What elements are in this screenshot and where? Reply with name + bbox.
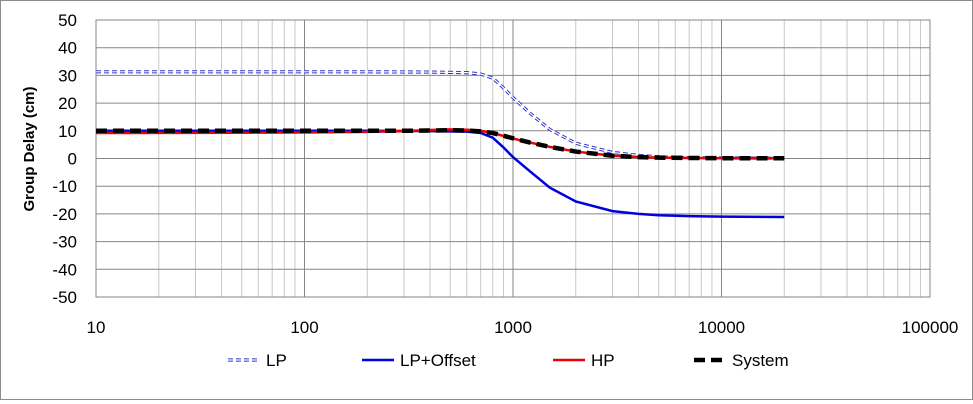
legend-lp-label: LP bbox=[266, 351, 287, 370]
series-hp-line bbox=[95, 128, 785, 160]
y-tick-label: 50 bbox=[58, 11, 77, 30]
x-tick-label: 10 bbox=[87, 318, 106, 337]
series-lp-line bbox=[96, 70, 785, 160]
y-tick-label: 10 bbox=[58, 122, 77, 141]
x-tick-label: 1000 bbox=[494, 318, 532, 337]
y-tick-label: 30 bbox=[58, 66, 77, 85]
y-tick-label: -40 bbox=[52, 260, 77, 279]
x-axis-tick-labels: 10 100 1000 10000 100000 bbox=[87, 318, 959, 337]
y-axis-tick-labels: 50 40 30 20 10 0 -10 -20 -30 -40 -50 bbox=[52, 11, 77, 307]
series-lines bbox=[95, 70, 785, 219]
series-lp-line-inner bbox=[96, 71, 785, 159]
plot-area-border bbox=[95, 19, 931, 298]
legend: LP LP+Offset HP System bbox=[228, 351, 789, 370]
y-tick-label: -30 bbox=[52, 233, 77, 252]
y-tick-label: -50 bbox=[52, 288, 77, 307]
series-lp-offset-line bbox=[96, 129, 785, 219]
y-tick-label: 40 bbox=[58, 39, 77, 58]
legend-system-label: System bbox=[732, 351, 789, 370]
legend-hp-label: HP bbox=[591, 351, 615, 370]
series-system-line bbox=[96, 127, 785, 161]
x-tick-label: 10000 bbox=[698, 318, 745, 337]
legend-lp-offset-label: LP+Offset bbox=[400, 351, 476, 370]
x-tick-label: 100000 bbox=[902, 318, 959, 337]
y-tick-label: -20 bbox=[52, 205, 77, 224]
y-tick-label: 20 bbox=[58, 94, 77, 113]
y-axis-title: Group Delay (cm) bbox=[21, 86, 38, 211]
x-tick-label: 100 bbox=[290, 318, 318, 337]
y-tick-label: -10 bbox=[52, 177, 77, 196]
y-tick-label: 0 bbox=[68, 150, 77, 169]
